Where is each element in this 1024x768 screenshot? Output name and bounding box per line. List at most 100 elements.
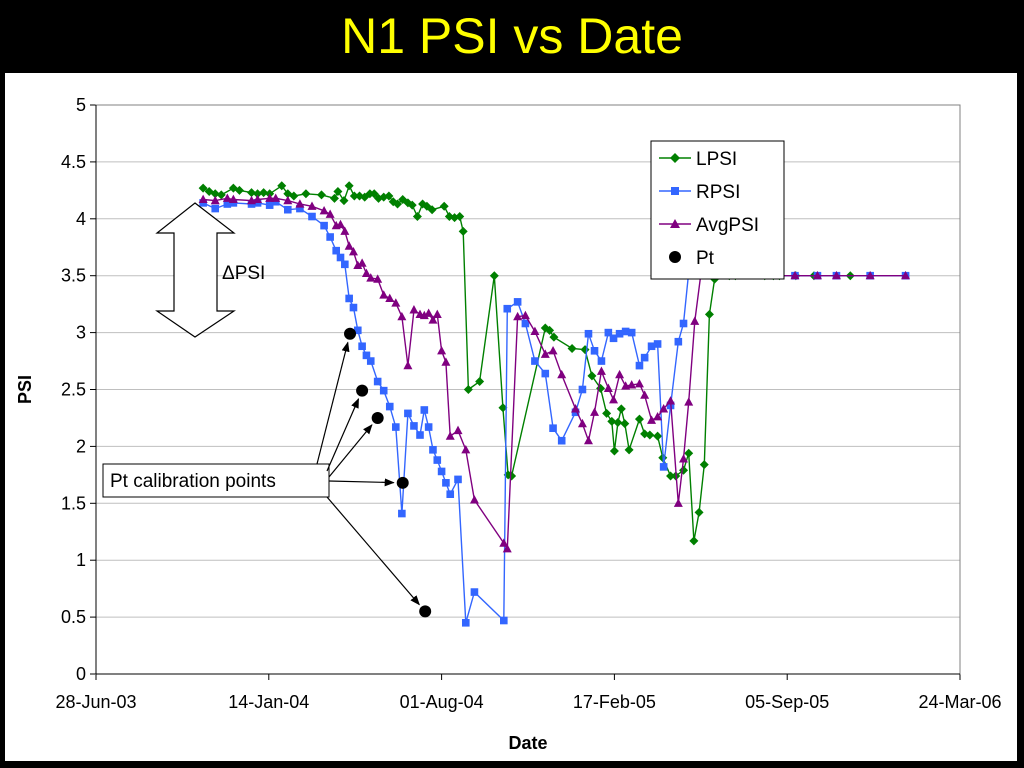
point-avgpsi-64: [673, 498, 683, 507]
point-avgpsi-0: [198, 194, 208, 204]
legend-marker-lpsi: [670, 153, 680, 163]
point-lpsi-23: [369, 189, 379, 199]
point-lpsi-19: [349, 191, 359, 201]
point-lpsi-7: [253, 189, 263, 199]
legend-label-lpsi: LPSI: [696, 149, 737, 170]
point-rpsi-61: [653, 340, 662, 348]
legend-item-pt: Pt: [669, 248, 715, 269]
point-lpsi-35: [427, 205, 437, 215]
point-rpsi-46: [549, 424, 557, 432]
point-lpsi-64: [653, 431, 663, 441]
point-lpsi-50: [567, 344, 577, 354]
tick-label-y-9: 4.5: [61, 152, 86, 172]
point-lpsi-15: [329, 193, 339, 203]
point-lpsi-60: [624, 445, 634, 455]
point-lpsi-5: [234, 185, 244, 195]
point-lpsi-17: [339, 196, 349, 206]
point-rpsi-43: [521, 319, 530, 328]
point-lpsi-13: [301, 189, 311, 199]
point-lpsi-46: [507, 471, 517, 481]
point-rpsi-25: [392, 423, 400, 431]
point-avgpsi-48: [571, 404, 581, 413]
tick-label-y-4: 2: [76, 436, 86, 456]
point-lpsi-54: [602, 408, 612, 418]
point-rpsi-9: [296, 204, 304, 213]
point-avgpsi-22: [373, 274, 383, 283]
point-lpsi-52: [587, 371, 597, 381]
point-avgpsi-10: [307, 201, 317, 210]
point-rpsi-2: [223, 200, 232, 208]
point-avgpsi-54: [609, 394, 619, 404]
point-avgpsi-47: [557, 369, 567, 379]
point-lpsi-11: [283, 189, 293, 199]
point-lpsi-31: [407, 200, 417, 210]
tick-label-y-10: 5: [76, 95, 86, 115]
point-lpsi-44: [498, 403, 508, 413]
point-rpsi-50: [584, 329, 593, 338]
point-rpsi-11: [320, 221, 328, 230]
point-pt-3: [396, 476, 409, 489]
point-lpsi-66: [666, 471, 676, 481]
point-pt-1: [356, 384, 369, 397]
tick-label-x-5: 24-Mar-06: [918, 692, 1001, 712]
point-rpsi-42: [513, 298, 522, 306]
point-avgpsi-34: [437, 346, 447, 355]
callout-arrow-2: [328, 424, 373, 478]
point-avgpsi-8: [283, 195, 293, 205]
tick-label-y-6: 3: [76, 323, 86, 343]
point-avgpsi-17: [348, 247, 358, 256]
point-rpsi-59: [640, 353, 649, 362]
point-rpsi-64: [674, 337, 683, 346]
tick-label-y-5: 2.5: [61, 380, 86, 400]
point-rpsi-65: [679, 319, 688, 328]
point-avgpsi-5: [253, 194, 263, 204]
point-rpsi-44: [531, 357, 539, 365]
point-rpsi-33: [433, 456, 442, 464]
point-lpsi-32: [412, 212, 422, 222]
point-rpsi-47: [557, 436, 566, 445]
point-avgpsi-75: [812, 270, 822, 280]
point-avgpsi-59: [640, 390, 650, 399]
point-lpsi-2: [210, 189, 220, 199]
tick-label-y-7: 3.5: [61, 266, 86, 286]
point-rpsi-39: [470, 588, 479, 596]
point-rpsi-60: [647, 342, 656, 351]
point-lpsi-55: [607, 416, 617, 426]
point-avgpsi-24: [385, 293, 395, 303]
point-lpsi-28: [393, 199, 403, 209]
point-avgpsi-41: [502, 544, 512, 553]
point-rpsi-10: [308, 212, 316, 221]
point-avgpsi-1: [210, 195, 220, 205]
slide-title: N1 PSI vs Date: [341, 8, 683, 64]
point-rpsi-49: [578, 385, 587, 394]
point-rpsi-45: [541, 369, 550, 378]
point-avgpsi-28: [409, 305, 419, 314]
point-rpsi-18: [353, 326, 362, 335]
point-avgpsi-65: [679, 454, 689, 463]
point-rpsi-30: [420, 406, 429, 414]
callout-arrows: [316, 341, 420, 606]
point-avgpsi-76: [831, 270, 841, 280]
point-rpsi-1: [211, 204, 220, 213]
tick-label-y-1: 0.5: [61, 607, 86, 627]
point-rpsi-51: [590, 347, 599, 355]
point-avgpsi-77: [865, 270, 875, 280]
point-lpsi-71: [694, 507, 704, 517]
point-avgpsi-23: [379, 290, 389, 299]
point-avgpsi-42: [513, 311, 523, 321]
point-rpsi-41: [503, 304, 512, 313]
legend-marker-pt: [669, 251, 681, 263]
point-rpsi-6: [265, 201, 274, 209]
point-lpsi-43: [489, 271, 499, 281]
legend-item-rpsi: RPSI: [659, 182, 740, 203]
point-rpsi-17: [349, 303, 358, 312]
point-rpsi-27: [404, 409, 412, 418]
legend-label-pt: Pt: [696, 248, 715, 269]
x-axis-title: Date: [508, 733, 547, 753]
point-lpsi-1: [204, 186, 214, 196]
point-rpsi-19: [358, 342, 366, 351]
point-avgpsi-51: [590, 407, 600, 416]
point-avgpsi-50: [583, 435, 593, 445]
point-avgpsi-21: [366, 273, 376, 282]
legend-label-rpsi: RPSI: [696, 182, 740, 203]
